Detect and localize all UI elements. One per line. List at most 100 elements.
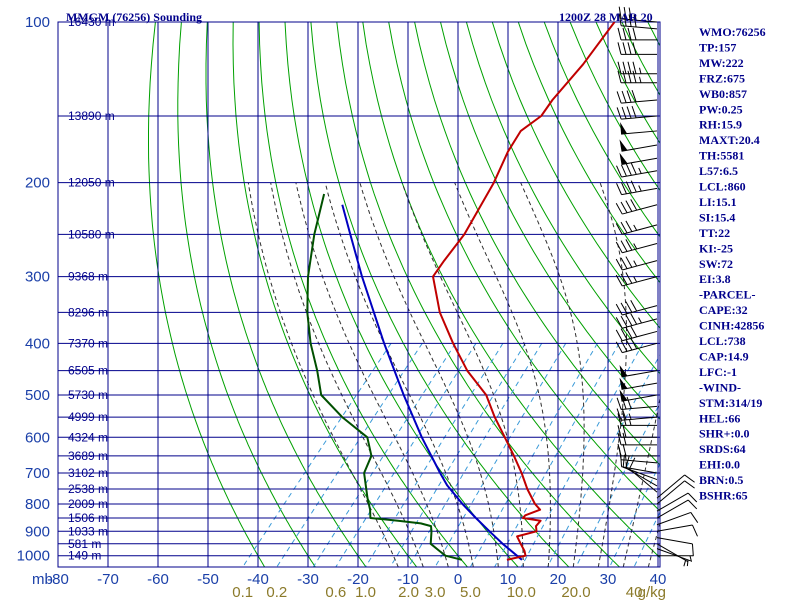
sounding-index: MW:222 — [699, 56, 744, 70]
wind-barb — [656, 548, 691, 567]
wind-barb-flag — [632, 27, 637, 40]
sounding-index: CINH:42856 — [699, 319, 764, 333]
pressure-tick-label: 800 — [25, 496, 50, 513]
height-label: 3102 m — [68, 466, 108, 480]
wind-barb-flag — [617, 425, 622, 438]
pressure-tick-label: 200 — [25, 175, 50, 192]
wind-barb-flag — [684, 480, 695, 489]
sounding-index: MAXT:20.4 — [699, 133, 760, 147]
sounding-index: STM:314/19 — [699, 396, 762, 410]
temperature-tick-label: -70 — [97, 571, 119, 588]
wind-barb-flag — [620, 201, 628, 214]
wind-barb-staff — [656, 480, 685, 505]
dry-adiabat — [388, 22, 660, 512]
wind-barb-flag — [625, 338, 633, 351]
temperature-tick-label: -40 — [247, 571, 269, 588]
wind-barb-staff — [621, 130, 658, 135]
temperature-tick-label: -50 — [197, 571, 219, 588]
wind-barb-staff — [622, 242, 658, 254]
wind-barb-flag — [630, 199, 638, 211]
wind-barb — [617, 61, 657, 75]
temperature-tick-label: 40 — [650, 571, 667, 588]
wind-barb — [656, 474, 695, 499]
sounding-index: LI:15.1 — [699, 195, 737, 209]
mixing-ratio-unit: g/kg — [638, 584, 666, 600]
wind-barb-flag — [691, 543, 694, 557]
title-right: 1200Z 28 MAR 20 — [559, 10, 653, 24]
sounding-index: WMO:76256 — [699, 25, 766, 39]
wind-barb-staff — [621, 466, 658, 474]
sounding-index: BSHR:65 — [699, 489, 748, 503]
wind-barb-staff — [622, 276, 658, 287]
wind-barb-flag — [632, 42, 637, 55]
dry-adiabat — [777, 22, 800, 567]
mixing-ratio-tick-label: 20.0 — [561, 584, 590, 600]
sounding-index: LCL:738 — [699, 334, 746, 348]
wind-barb-staff — [621, 187, 658, 196]
wind-barb-half-flag — [633, 224, 638, 231]
mixing-ratio-tick-label: 0.6 — [325, 584, 346, 600]
parcel-trace — [341, 204, 523, 561]
wind-barb-staff — [625, 467, 658, 487]
moist-adiabats — [247, 182, 660, 567]
sounding-index: CAPE:32 — [699, 303, 748, 317]
wind-barb — [615, 300, 658, 316]
pressure-tick-label: 600 — [25, 429, 50, 446]
sounding-index: SW:72 — [699, 257, 733, 271]
wind-barb-flag — [631, 105, 637, 118]
wind-barb-flag — [622, 454, 625, 468]
mixing-ratio-line — [365, 343, 504, 567]
sounding-index: SRDS:64 — [699, 442, 746, 456]
wind-barb-flag — [627, 42, 632, 55]
mixing-ratio-tick-label: 1.0 — [355, 584, 376, 600]
height-labels: 16430 m 13890 m 12050 m 10580 m 9368 m 8296 m… — [68, 15, 115, 563]
wind-barb-staff — [621, 115, 658, 120]
wind-barb-flag — [630, 325, 638, 338]
wind-barb — [615, 220, 658, 235]
wind-barb-flag — [625, 239, 633, 251]
wind-barb-staff — [656, 537, 693, 545]
mixing-ratio-line — [312, 343, 456, 567]
wind-barb-flag — [625, 301, 633, 313]
dewpoint-trace-line — [306, 193, 463, 561]
wind-barb — [615, 337, 658, 354]
wind-barb-flag — [617, 443, 622, 456]
wind-barb-flag — [627, 70, 632, 83]
temperature-tick-label: -30 — [297, 571, 319, 588]
wind-barb — [656, 492, 698, 512]
wind-barb-flag — [616, 408, 622, 421]
wind-barb-flag — [630, 162, 637, 175]
sounding-index: EI:3.8 — [699, 272, 731, 286]
wind-barb — [620, 122, 658, 135]
wind-barb-flag — [616, 91, 622, 104]
wind-barb — [617, 413, 657, 426]
sounding-index: TP:157 — [699, 40, 736, 54]
pressure-tick-label: 700 — [25, 465, 50, 482]
parcel-trace-line — [341, 204, 523, 561]
wind-barb-staff — [622, 330, 658, 342]
wind-barb-half-flag — [634, 13, 637, 21]
height-label: 10580 m — [68, 227, 115, 241]
wind-barb — [617, 42, 657, 55]
wind-barb-flag — [617, 70, 622, 83]
wind-barb-flag — [630, 180, 637, 193]
isobars — [57, 21, 661, 568]
height-label: 6505 m — [68, 364, 108, 378]
wind-barb-flag — [620, 273, 628, 285]
wind-barb-staff — [622, 342, 658, 354]
wind-barb — [617, 432, 657, 446]
wind-barb-staff — [656, 543, 689, 563]
dry-adiabat — [177, 22, 316, 567]
wind-barb-flag — [620, 164, 627, 177]
moist-adiabat — [270, 182, 424, 567]
wind-barb-flag — [618, 13, 622, 26]
height-label: 8296 m — [68, 305, 108, 319]
temperature-tick-labels: -80 -70 -60 -50 -40 -30 -20 -10 0 10 20 30 40 — [47, 571, 666, 588]
wind-barb-flag — [687, 499, 698, 510]
wind-barb-staff — [621, 157, 658, 165]
sounding-index: L57:6.5 — [699, 164, 738, 178]
wind-barb-flag — [630, 300, 638, 312]
wind-barb — [616, 407, 658, 421]
temperature-tick-label: -60 — [147, 571, 169, 588]
